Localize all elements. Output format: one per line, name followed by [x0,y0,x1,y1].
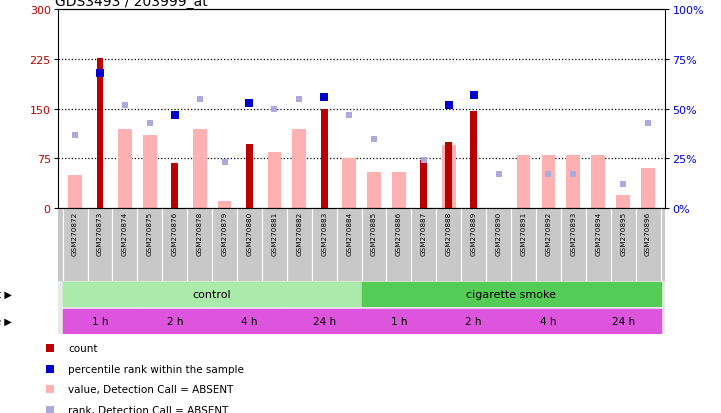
Point [94,71,106,77]
Text: 1 h: 1 h [391,316,407,326]
Point [493,171,505,178]
Text: GSM270878: GSM270878 [197,211,203,256]
Text: GSM270890: GSM270890 [495,211,502,256]
Bar [616,195,630,209]
Bar [641,169,655,209]
Text: cigarette smoke: cigarette smoke [466,289,556,299]
Point [343,112,355,119]
Bar [138,309,212,333]
Text: value, Detection Call = ABSENT: value, Detection Call = ABSENT [68,385,234,394]
Text: GSM270875: GSM270875 [147,211,153,256]
Text: 24 h: 24 h [313,316,336,326]
Text: GSM270880: GSM270880 [247,211,252,256]
Point [319,94,330,101]
Bar [63,282,362,306]
Point [144,120,156,127]
Bar [97,59,103,209]
Point [244,100,255,107]
Text: 2 h: 2 h [167,316,183,326]
Bar [118,129,132,209]
Text: 4 h: 4 h [242,316,257,326]
Point [293,96,305,103]
Bar [321,109,327,209]
Bar [68,176,82,209]
Text: 4 h: 4 h [540,316,557,326]
Text: 24 h: 24 h [611,316,634,326]
Text: GSM270892: GSM270892 [545,211,552,256]
Bar [246,145,253,209]
Text: GSM270894: GSM270894 [596,211,601,256]
Point [194,96,205,103]
Text: GSM270881: GSM270881 [271,211,278,256]
Text: percentile rank within the sample: percentile rank within the sample [68,364,244,374]
Point [617,181,629,188]
Point [443,102,454,109]
Text: time ▶: time ▶ [0,316,12,326]
Bar [541,156,555,209]
Bar [63,309,138,333]
Point [169,112,180,119]
Bar [193,129,206,209]
Text: GSM270872: GSM270872 [72,211,78,256]
Text: control: control [193,289,231,299]
Text: 2 h: 2 h [466,316,482,326]
Bar [293,129,306,209]
Bar [342,159,356,209]
Text: 1 h: 1 h [92,316,108,326]
Bar [267,152,281,209]
Bar [585,309,660,333]
Text: GSM270891: GSM270891 [521,211,526,256]
Text: GSM270885: GSM270885 [371,211,377,256]
Text: GSM270876: GSM270876 [172,211,178,256]
Bar [287,309,362,333]
Text: GSM270873: GSM270873 [97,211,103,256]
Point [543,171,554,178]
Bar [591,156,605,209]
Text: GSM270889: GSM270889 [471,211,477,256]
Bar [367,172,381,209]
Bar [420,161,428,209]
Bar [567,156,580,209]
Bar [172,164,178,209]
Text: count: count [68,344,98,354]
Point [567,171,579,178]
Text: GSM270883: GSM270883 [322,211,327,256]
Point [468,92,479,99]
Bar [212,309,287,333]
Text: GDS3493 / 203999_at: GDS3493 / 203999_at [55,0,208,9]
Text: GSM270884: GSM270884 [346,211,352,256]
Text: agent ▶: agent ▶ [0,289,12,299]
Point [69,132,81,138]
Point [119,102,131,109]
Point [269,106,280,113]
Text: GSM270887: GSM270887 [421,211,427,256]
Bar [436,309,511,333]
Text: GSM270893: GSM270893 [570,211,576,256]
Point [642,120,654,127]
Bar [392,172,406,209]
Text: GSM270888: GSM270888 [446,211,452,256]
Text: GSM270886: GSM270886 [396,211,402,256]
Point [218,160,230,166]
Text: GSM270879: GSM270879 [221,211,228,256]
Bar [470,112,477,209]
Bar [362,309,436,333]
Bar [218,202,231,209]
Bar [446,142,452,209]
Text: GSM270896: GSM270896 [645,211,651,256]
Bar [511,309,585,333]
Point [418,158,430,164]
Text: GSM270874: GSM270874 [122,211,128,256]
Point [368,136,380,142]
Text: rank, Detection Call = ABSENT: rank, Detection Call = ABSENT [68,405,229,413]
Text: GSM270882: GSM270882 [296,211,302,256]
Bar [517,156,531,209]
Bar [143,136,156,209]
Bar [442,146,456,209]
Text: GSM270895: GSM270895 [620,211,626,256]
Bar [362,282,660,306]
